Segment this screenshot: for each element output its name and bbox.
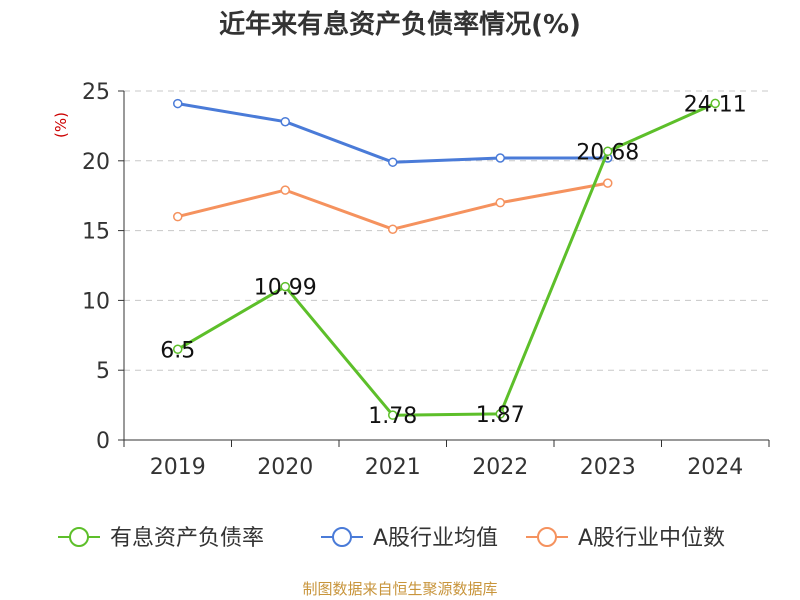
data-label: 1.87 bbox=[476, 403, 525, 428]
x-tick-label: 2024 bbox=[687, 455, 743, 480]
data-point bbox=[603, 178, 613, 188]
data-labels: 6.5 10.99 1.78 1.87 20.68 24.11 bbox=[160, 92, 746, 429]
data-point bbox=[495, 153, 505, 163]
series-line bbox=[177, 102, 608, 164]
axes: 0 5 10 15 20 25 2019 2020 2021 2022 2023 2024 bbox=[82, 80, 770, 480]
y-axis-label: (%) bbox=[52, 112, 70, 138]
series-line bbox=[177, 181, 609, 231]
data-point bbox=[280, 185, 290, 195]
grid-lines bbox=[124, 90, 769, 371]
data-label: 6.5 bbox=[160, 338, 195, 363]
data-point bbox=[280, 116, 290, 127]
data-label: 24.11 bbox=[684, 92, 747, 117]
data-label: 10.99 bbox=[254, 276, 317, 301]
data-point bbox=[388, 157, 398, 167]
data-point bbox=[495, 409, 505, 419]
series-line bbox=[177, 102, 716, 417]
data-point bbox=[710, 98, 720, 109]
x-tick-label: 2019 bbox=[150, 455, 206, 480]
legend-label: A股行业中位数 bbox=[578, 526, 725, 551]
data-point bbox=[173, 211, 183, 222]
y-tick-label: 15 bbox=[82, 220, 110, 245]
data-point bbox=[603, 146, 613, 157]
data-point bbox=[388, 410, 398, 420]
legend-label: 有息资产负债率 bbox=[110, 526, 264, 551]
data-point bbox=[173, 98, 183, 109]
data-point bbox=[495, 197, 505, 208]
legend-item[interactable]: A股行业中位数 bbox=[526, 526, 725, 551]
legend-swatch-marker bbox=[69, 527, 89, 547]
data-source-note: 制图数据来自恒生聚源数据库 bbox=[302, 580, 497, 598]
data-point bbox=[388, 224, 398, 234]
x-tick-label: 2020 bbox=[257, 455, 313, 480]
x-tick-label: 2023 bbox=[580, 455, 636, 480]
legend-item[interactable]: 有息资产负债率 bbox=[58, 526, 264, 551]
chart-title: 近年来有息资产负债率情况(%) bbox=[219, 9, 581, 40]
y-tick-label: 5 bbox=[96, 359, 110, 384]
y-tick-label: 20 bbox=[82, 150, 110, 175]
legend[interactable]: 有息资产负债率 A股行业均值 A股行业中位数 bbox=[58, 526, 725, 551]
data-label: 1.78 bbox=[368, 404, 417, 429]
data-point bbox=[280, 281, 290, 292]
legend-label: A股行业均值 bbox=[373, 526, 498, 551]
y-tick-label: 25 bbox=[82, 80, 110, 105]
y-tick-label: 10 bbox=[82, 289, 110, 314]
legend-swatch-marker bbox=[537, 527, 557, 547]
data-point bbox=[173, 344, 183, 355]
y-tick-label: 0 bbox=[96, 429, 110, 454]
legend-swatch-marker bbox=[332, 527, 352, 547]
data-label: 20.68 bbox=[576, 140, 639, 165]
series-lines bbox=[173, 98, 720, 420]
legend-item[interactable]: A股行业均值 bbox=[321, 526, 498, 551]
x-tick-label: 2021 bbox=[365, 455, 421, 480]
x-tick-label: 2022 bbox=[472, 455, 528, 480]
